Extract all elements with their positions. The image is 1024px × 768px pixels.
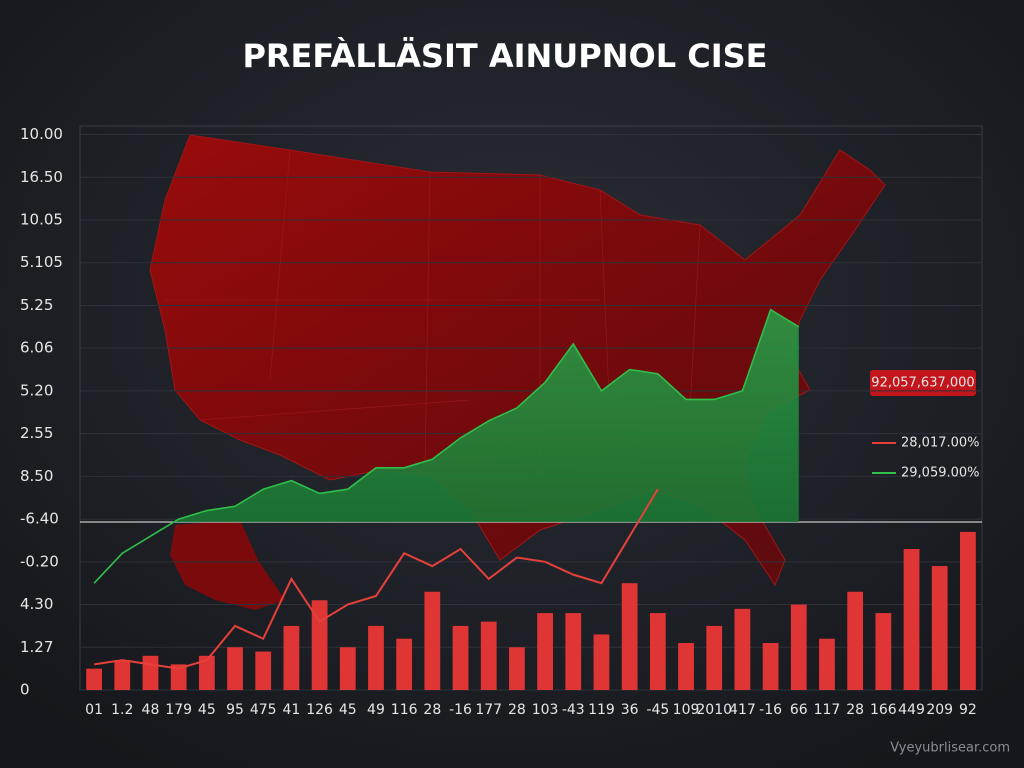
x-tick-label: 2010 bbox=[696, 702, 732, 718]
bar bbox=[678, 643, 694, 690]
y-tick-label: 10.05 bbox=[20, 211, 63, 229]
annotation: 92,057,637,000 bbox=[871, 376, 974, 391]
legend-label: 28,017.00% bbox=[901, 436, 980, 451]
bar bbox=[227, 647, 243, 690]
x-tick-label: 41 bbox=[282, 702, 300, 718]
x-tick-label: 28 bbox=[846, 702, 864, 718]
x-tick-label: 449 bbox=[898, 702, 925, 718]
bar bbox=[762, 643, 779, 690]
area-fill bbox=[173, 309, 799, 522]
x-tick-label: 116 bbox=[391, 702, 418, 718]
bar bbox=[819, 638, 835, 690]
bar bbox=[142, 655, 159, 690]
bar bbox=[170, 664, 187, 690]
y-tick-label: 5.20 bbox=[20, 381, 53, 399]
x-tick-label: 36 bbox=[621, 702, 639, 718]
y-tick-label: 16.50 bbox=[20, 168, 63, 186]
bar bbox=[114, 660, 131, 690]
y-tick-label: 8.50 bbox=[20, 467, 53, 485]
x-tick-label: -16 bbox=[449, 702, 472, 718]
bar bbox=[734, 608, 751, 690]
bar bbox=[424, 591, 441, 690]
x-tick-label: 48 bbox=[142, 702, 160, 718]
bar bbox=[790, 604, 807, 690]
bar bbox=[537, 613, 553, 690]
x-tick-label: 28 bbox=[508, 702, 526, 718]
line bbox=[93, 488, 659, 670]
y-tick-label: 6.06 bbox=[20, 339, 53, 357]
x-tick-label: 45 bbox=[339, 702, 357, 718]
bar bbox=[339, 647, 356, 690]
x-tick-label: 119 bbox=[588, 702, 615, 718]
y-tick-label: 0 bbox=[20, 681, 30, 699]
x-tick-label: 126 bbox=[306, 702, 333, 718]
map-alaska bbox=[170, 520, 285, 610]
annotation-box bbox=[870, 370, 976, 396]
bar bbox=[198, 655, 215, 690]
y-tick-label: 2.55 bbox=[20, 424, 53, 442]
x-tick-label: 179 bbox=[165, 702, 192, 718]
bar bbox=[960, 531, 976, 690]
x-tick-label: 28 bbox=[423, 702, 441, 718]
legend-label: 29,059.00% bbox=[901, 466, 980, 481]
x-tick-label: -45 bbox=[646, 702, 669, 718]
x-tick-label: 1.2 bbox=[111, 702, 133, 718]
x-tick-label: 45 bbox=[198, 702, 216, 718]
x-tick-label: 103 bbox=[532, 702, 559, 718]
bar bbox=[396, 638, 413, 690]
area-line bbox=[93, 308, 800, 584]
bar bbox=[283, 625, 300, 690]
y-tick-label: 5.25 bbox=[20, 296, 53, 314]
x-tick-label: 417 bbox=[729, 702, 756, 718]
bar bbox=[621, 583, 638, 690]
x-tick-label: -43 bbox=[562, 702, 585, 718]
bar bbox=[903, 549, 920, 690]
x-tick-label: 109 bbox=[673, 702, 700, 718]
chart-title: PREFÀLLÄSIT AINUPNOL CISE bbox=[242, 37, 767, 75]
y-tick-label: 10.00 bbox=[20, 125, 63, 143]
bar bbox=[255, 651, 272, 690]
bar bbox=[931, 566, 948, 690]
y-tick-label: 1.27 bbox=[20, 638, 53, 656]
bar bbox=[480, 621, 497, 690]
x-tick-label: 01 bbox=[85, 702, 103, 718]
y-tick-label: -6.40 bbox=[20, 510, 59, 528]
bar bbox=[86, 668, 102, 690]
watermark: Vyeyubrlisear.com bbox=[890, 741, 1010, 756]
bar bbox=[509, 647, 525, 690]
x-tick-label: 475 bbox=[250, 702, 277, 718]
bar bbox=[847, 591, 864, 690]
bar bbox=[875, 613, 892, 690]
x-tick-label: 209 bbox=[926, 702, 953, 718]
x-tick-label: 177 bbox=[475, 702, 502, 718]
x-tick-label: 166 bbox=[870, 702, 897, 718]
bar bbox=[565, 613, 582, 690]
y-tick-label: -0.20 bbox=[20, 552, 59, 570]
x-tick-label: 49 bbox=[367, 702, 385, 718]
y-tick-label: 5.105 bbox=[20, 253, 63, 271]
bar bbox=[706, 625, 723, 690]
bar bbox=[649, 613, 666, 690]
x-tick-label: 95 bbox=[226, 702, 244, 718]
x-tick-label: 117 bbox=[814, 702, 841, 718]
x-tick-label: -16 bbox=[759, 702, 782, 718]
x-tick-label: 66 bbox=[790, 702, 808, 718]
bar bbox=[311, 600, 328, 690]
y-tick-label: 4.30 bbox=[20, 595, 53, 613]
bar bbox=[452, 625, 469, 690]
bar bbox=[593, 634, 610, 690]
bar bbox=[368, 625, 384, 690]
x-tick-label: 92 bbox=[959, 702, 977, 718]
